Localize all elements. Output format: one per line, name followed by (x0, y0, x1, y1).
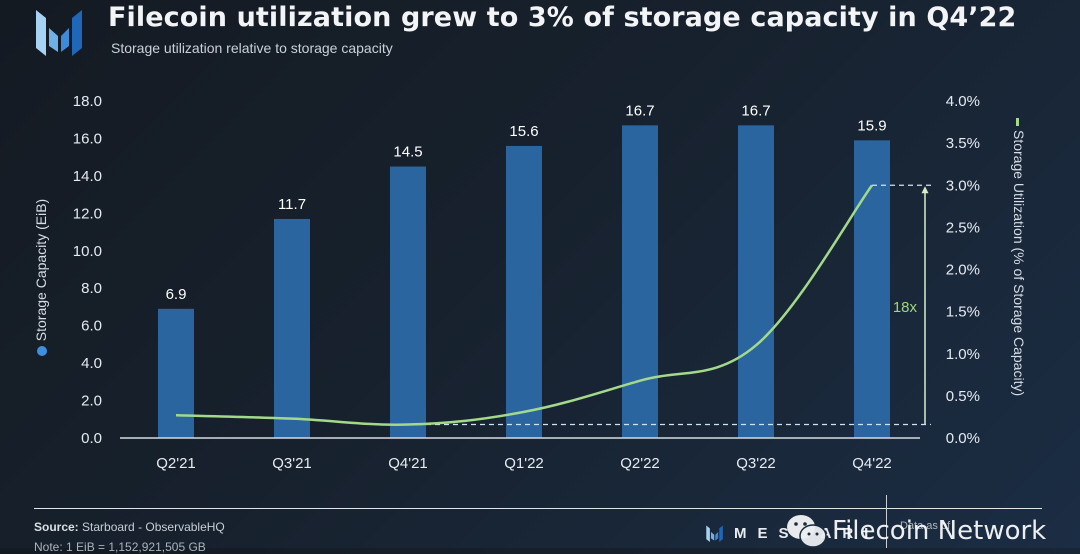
source-line: Source: Starboard - ObservableHQ (34, 520, 225, 534)
left-tick-label: 14.0 (73, 168, 102, 185)
utilization-line (175, 184, 874, 426)
right-tick-label: 0.0% (946, 430, 980, 447)
right-tick-label: 3.0% (946, 177, 980, 194)
left-tick-label: 18.0 (73, 93, 102, 110)
growth-multiple-label: 18x (893, 299, 918, 316)
source-text: Starboard - ObservableHQ (82, 520, 225, 534)
left-axis-title-group: Storage Capacity (EiB) (33, 199, 49, 341)
bar-Q3'22 (738, 125, 774, 438)
messari-small-logo (706, 525, 723, 542)
left-tick-label: 10.0 (73, 243, 102, 260)
bar-data-label: 14.5 (393, 144, 422, 161)
footer-divider (886, 495, 887, 548)
x-tick-label: Q3'21 (272, 455, 312, 472)
right-tick-label: 0.5% (946, 388, 980, 405)
x-axis-ticks: Q2'21 Q3'21 Q4'21 Q1'22 Q2'22 Q3'22 Q4'22 (156, 455, 892, 472)
left-axis-ticks: 0.0 2.0 4.0 6.0 8.0 10.0 12.0 14.0 16.0 18.0 (73, 93, 102, 447)
bar-data-label: 6.9 (166, 286, 187, 303)
left-tick-label: 16.0 (73, 130, 102, 147)
x-tick-label: Q4'21 (388, 455, 428, 472)
note-line: Note: 1 EiB = 1,152,921,505 GB (34, 540, 206, 554)
left-tick-label: 12.0 (73, 205, 102, 222)
x-tick-label: Q3'22 (736, 455, 776, 472)
right-tick-label: 2.5% (946, 219, 980, 236)
bar-data-labels: 6.9 11.7 14.5 15.6 16.7 16.7 15.9 (166, 102, 887, 302)
chart: 0.0 2.0 4.0 6.0 8.0 10.0 12.0 14.0 16.0 18.0 0.0%… (33, 93, 1027, 472)
right-axis-title: Storage Utilization (% of Storage Capaci… (1011, 130, 1027, 396)
right-tick-label: 1.0% (946, 346, 980, 363)
right-axis-title-group: Storage Utilization (% of Storage Capaci… (1011, 130, 1027, 396)
right-tick-label: 4.0% (946, 93, 980, 110)
watermark: Filecoin Network (786, 514, 1046, 548)
bar-Q2'22 (622, 125, 658, 438)
left-tick-label: 6.0 (81, 318, 102, 335)
chart-title: Filecoin utilization grew to 3% of stora… (108, 2, 1017, 33)
right-tick-label: 2.0% (946, 262, 980, 279)
right-tick-label: 1.5% (946, 304, 980, 321)
arrow-up-icon (921, 186, 929, 194)
growth-annotation: 18x (408, 184, 931, 426)
bars (158, 125, 890, 439)
bar-data-label: 16.7 (741, 102, 770, 119)
bar-data-label: 11.7 (278, 196, 306, 213)
bar-data-label: 15.9 (857, 117, 886, 134)
data-as-of: Data as of (900, 520, 950, 532)
source-label: Source: (34, 520, 79, 534)
left-axis-title: Storage Capacity (EiB) (33, 199, 49, 341)
wechat-icon (787, 515, 827, 548)
bar-Q4'21 (390, 166, 426, 438)
legend-dot-capacity (37, 346, 47, 356)
bar-Q4'22 (854, 140, 890, 439)
left-tick-label: 2.0 (81, 393, 102, 410)
left-tick-label: 0.0 (81, 430, 102, 447)
x-tick-label: Q4'22 (852, 455, 892, 472)
data-as-of-label: Data as of (900, 520, 951, 532)
bar-Q2'21 (158, 308, 194, 438)
right-tick-label: 3.5% (946, 135, 980, 152)
footer-rule (34, 508, 1042, 509)
watermark-text: Filecoin Network (832, 516, 1047, 546)
bar-data-label: 16.7 (625, 102, 654, 119)
messari-logo (36, 10, 82, 56)
x-tick-label: Q1'22 (504, 455, 544, 472)
left-tick-label: 4.0 (81, 355, 102, 372)
right-axis-ticks: 0.0% 0.5% 1.0% 1.5% 2.0% 2.5% 3.0% 3.5% 4.0% (946, 93, 980, 447)
chart-subtitle: Storage utilization relative to storage … (111, 40, 393, 56)
bar-Q3'21 (274, 218, 310, 438)
legend-marker-utilization (1016, 118, 1019, 126)
bar-Q1'22 (506, 145, 542, 438)
x-tick-label: Q2'22 (620, 455, 660, 472)
bar-data-label: 15.6 (509, 123, 538, 140)
x-tick-label: Q2'21 (156, 455, 196, 472)
left-tick-label: 8.0 (81, 280, 102, 297)
